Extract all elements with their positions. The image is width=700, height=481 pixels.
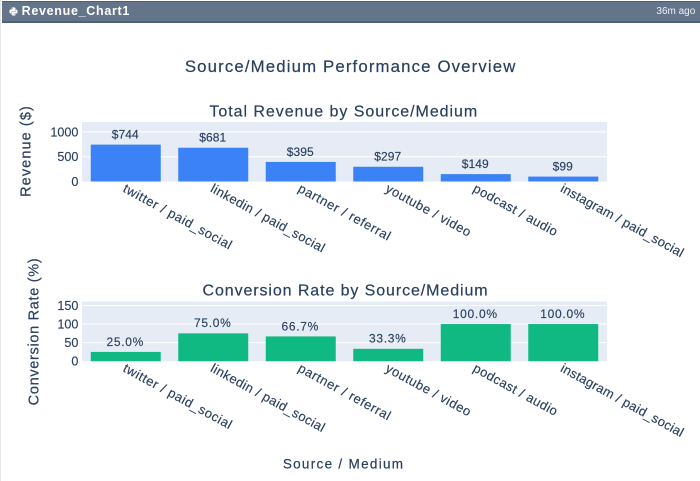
svg-text:instagram / paid_social: instagram / paid_social [558, 360, 686, 440]
svg-text:podcast / audio: podcast / audio [471, 360, 561, 418]
svg-text:75.0%: 75.0% [194, 316, 232, 330]
svg-text:Conversion Rate by Source/Medi: Conversion Rate by Source/Medium [203, 283, 489, 300]
svg-text:100.0%: 100.0% [453, 307, 498, 321]
svg-text:66.7%: 66.7% [281, 319, 319, 333]
svg-text:33.3%: 33.3% [369, 332, 407, 346]
svg-text:0: 0 [71, 175, 78, 189]
svg-text:$681: $681 [199, 131, 226, 145]
svg-text:$395: $395 [287, 145, 314, 159]
svg-text:youtube / video: youtube / video [383, 181, 474, 240]
svg-text:Source/Medium Performance Over: Source/Medium Performance Overview [185, 57, 517, 76]
svg-text:Total Revenue by Source/Medium: Total Revenue by Source/Medium [209, 103, 478, 120]
svg-text:150: 150 [57, 299, 78, 313]
svg-text:youtube / video: youtube / video [383, 360, 474, 419]
svg-text:Conversion Rate (%): Conversion Rate (%) [27, 258, 43, 406]
svg-text:0: 0 [71, 355, 78, 369]
svg-text:25.0%: 25.0% [106, 335, 144, 349]
svg-text:$297: $297 [374, 150, 401, 164]
svg-text:$744: $744 [112, 128, 139, 142]
svg-text:500: 500 [57, 150, 78, 164]
svg-text:100: 100 [57, 318, 78, 332]
svg-text:podcast / audio: podcast / audio [471, 181, 561, 239]
svg-text:$99: $99 [553, 159, 574, 173]
svg-text:50: 50 [64, 336, 78, 350]
svg-text:1000: 1000 [50, 125, 78, 139]
svg-text:Revenue ($): Revenue ($) [19, 105, 35, 197]
svg-text:instagram / paid_social: instagram / paid_social [558, 181, 686, 261]
svg-text:100.0%: 100.0% [540, 307, 585, 321]
svg-text:$149: $149 [462, 157, 489, 171]
svg-text:Source / Medium: Source / Medium [283, 456, 405, 471]
